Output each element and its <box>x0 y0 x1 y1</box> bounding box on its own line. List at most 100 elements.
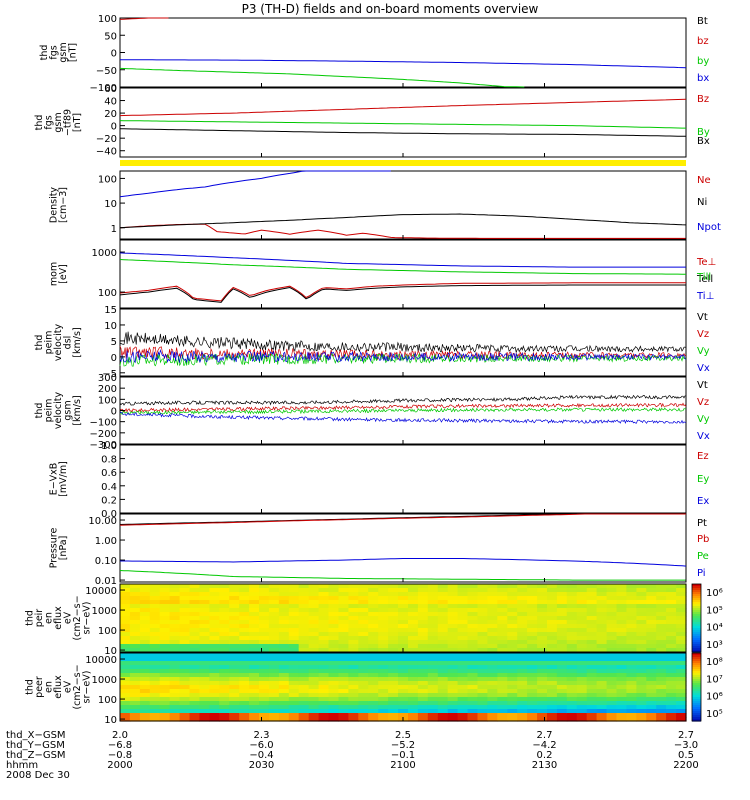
heatmap-cell <box>139 600 151 605</box>
colorbar-swatch <box>692 612 701 615</box>
heatmap-cell <box>537 681 548 686</box>
heatmap-cell <box>586 588 598 593</box>
heatmap-cell <box>467 693 478 698</box>
heatmap-cell <box>219 677 230 682</box>
heatmap-cell <box>626 657 637 662</box>
heatmap-cell <box>239 620 250 625</box>
heatmap-cell <box>507 665 518 670</box>
heatmap-cell <box>298 600 310 605</box>
heatmap-cell <box>517 644 528 649</box>
heatmap-cell <box>129 608 141 613</box>
heatmap-cell <box>288 709 300 714</box>
heatmap-cell <box>368 632 379 637</box>
heatmap-cell <box>149 644 161 649</box>
heatmap-cell <box>497 628 508 633</box>
heatmap-cell <box>676 669 687 674</box>
legend-label: by <box>697 56 709 67</box>
heatmap-cell <box>378 713 389 718</box>
legend-label: By <box>697 127 710 138</box>
heatmap-cell <box>159 701 171 706</box>
heatmap-cell <box>338 705 349 710</box>
heatmap-cell <box>596 592 608 597</box>
heatmap-cell <box>159 636 171 641</box>
heatmap-cell <box>517 689 528 694</box>
heatmap-cell <box>149 669 161 674</box>
heatmap-cell <box>666 717 677 722</box>
heatmap-cell <box>507 596 518 601</box>
heatmap-cell <box>656 600 667 605</box>
heatmap-cell <box>427 612 439 617</box>
heatmap-cell <box>199 624 210 629</box>
heatmap-cell <box>497 620 508 625</box>
heatmap-cell <box>328 713 339 718</box>
heatmap-cell <box>368 685 379 690</box>
heatmap-cell <box>129 624 141 629</box>
heatmap-cell <box>616 640 627 645</box>
heatmap-cell <box>219 596 230 601</box>
heatmap-cell <box>527 693 538 698</box>
heatmap-cell <box>477 713 488 718</box>
heatmap-cell <box>120 717 131 722</box>
heatmap-cell <box>437 677 449 682</box>
heatmap-cell <box>179 644 191 649</box>
heatmap-cell <box>189 616 200 621</box>
colorbar-swatch <box>692 604 701 607</box>
heatmap-cell <box>566 584 578 589</box>
heatmap-cell <box>219 705 230 710</box>
heatmap-cell <box>437 632 449 637</box>
heatmap-cell <box>219 681 230 686</box>
heatmap-cell <box>566 701 578 706</box>
y-tick-label: 0.01 <box>95 576 117 587</box>
heatmap-cell <box>576 701 588 706</box>
heatmap-cell <box>666 628 677 633</box>
heatmap-cell <box>427 709 439 714</box>
heatmap-cell <box>656 661 667 666</box>
heatmap-cell <box>676 705 687 710</box>
heatmap-cell <box>576 697 588 702</box>
heatmap-cell <box>189 657 200 662</box>
heatmap-cell <box>189 677 200 682</box>
heatmap-cell <box>259 713 270 718</box>
heatmap-cell <box>229 600 240 605</box>
heatmap-cell <box>447 588 459 593</box>
heatmap-cell <box>427 657 439 662</box>
heatmap-cell <box>487 705 498 710</box>
heatmap-cell <box>278 636 290 641</box>
x-axis-row-label: thd_Z−GSM <box>6 750 66 761</box>
y-tick-label: 0.8 <box>101 455 117 466</box>
heatmap-cell <box>547 584 558 589</box>
heatmap-cell <box>527 685 538 690</box>
heatmap-cell <box>586 628 598 633</box>
heatmap-cell <box>596 604 608 609</box>
heatmap-cell <box>368 705 379 710</box>
heatmap-cell <box>547 624 558 629</box>
heatmap-cell <box>239 644 250 649</box>
y-axis-label-line: gsm <box>58 42 69 62</box>
heatmap-cell <box>487 620 498 625</box>
heatmap-cell <box>159 600 171 605</box>
heatmap-cell <box>278 697 290 702</box>
heatmap-cell <box>268 584 280 589</box>
heatmap-cell <box>606 689 618 694</box>
heatmap-cell <box>308 648 320 653</box>
heatmap-cell <box>189 665 200 670</box>
heatmap-cell <box>527 709 538 714</box>
heatmap-cell <box>298 604 310 609</box>
heatmap-cell <box>656 677 667 682</box>
heatmap-cell <box>616 657 627 662</box>
heatmap-cell <box>417 604 429 609</box>
heatmap-cell <box>278 653 290 658</box>
heatmap-cell <box>616 709 627 714</box>
heatmap-cell <box>348 636 359 641</box>
heatmap-cell <box>596 685 608 690</box>
legend-label: Vt <box>697 380 708 391</box>
heatmap-cell <box>268 665 280 670</box>
heatmap-cell <box>179 709 191 714</box>
heatmap-cell <box>388 677 399 682</box>
heatmap-cell <box>656 717 667 722</box>
heatmap-cell <box>398 632 409 637</box>
heatmap-cell <box>179 616 191 621</box>
heatmap-cell <box>636 665 647 670</box>
heatmap-cell <box>487 600 498 605</box>
heatmap-cell <box>259 616 270 621</box>
